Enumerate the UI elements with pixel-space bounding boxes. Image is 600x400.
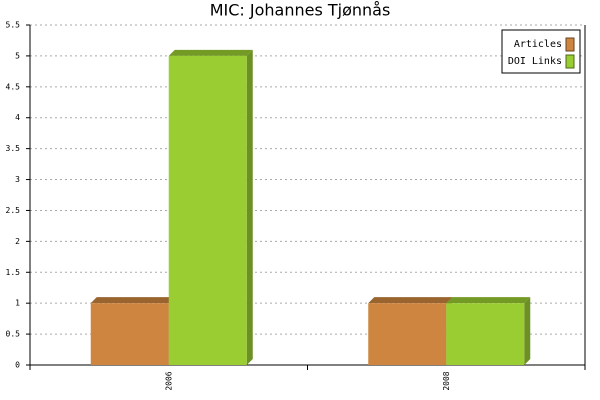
bar-side <box>246 49 253 366</box>
bar-top <box>446 297 531 304</box>
y-tick-label: 0 <box>15 361 20 370</box>
bar-top <box>368 297 453 304</box>
legend-label: Articles <box>514 39 562 50</box>
y-tick-label: 5 <box>15 51 20 60</box>
bar <box>168 55 247 366</box>
y-tick-label: 3.5 <box>6 144 21 153</box>
y-tick-label: 3 <box>15 175 20 184</box>
bar <box>90 303 169 365</box>
bar-top <box>90 297 175 304</box>
legend-swatch <box>565 37 575 52</box>
bar <box>446 303 525 365</box>
x-tick-label: 2008 <box>442 371 451 390</box>
y-tick-label: 5.5 <box>6 21 21 30</box>
y-tick-label: 1.5 <box>6 268 21 277</box>
y-tick-label: 4 <box>15 113 20 122</box>
legend-swatch <box>565 54 575 69</box>
legend-label: DOI Links <box>508 56 562 67</box>
y-tick-label: 1 <box>15 299 20 308</box>
chart-title: MIC: Johannes Tjønnås <box>210 1 391 20</box>
y-tick-label: 2 <box>15 237 20 246</box>
bar-top <box>168 49 253 56</box>
bar-side <box>524 297 531 365</box>
x-tick-label: 2006 <box>164 371 173 390</box>
bar <box>368 303 447 365</box>
y-tick-label: 0.5 <box>6 330 21 339</box>
y-tick-label: 4.5 <box>6 82 21 91</box>
y-tick-label: 2.5 <box>6 206 21 215</box>
